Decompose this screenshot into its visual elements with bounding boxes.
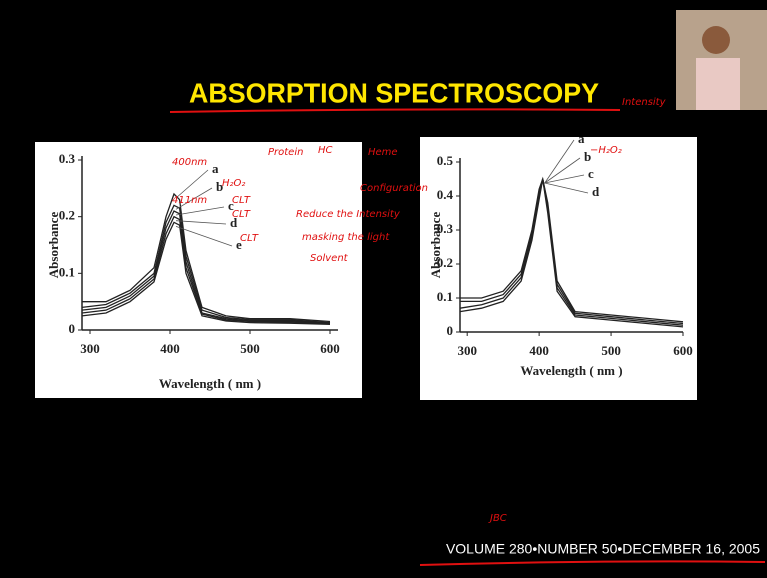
- y-tick-label: 0.2: [59, 208, 75, 223]
- curve-label: c: [588, 166, 594, 181]
- y-axis-label: Absorbance: [428, 212, 443, 279]
- x-tick-label: 400: [529, 343, 549, 358]
- handwritten-note: CLT: [232, 209, 251, 220]
- handwritten-note: CLT: [232, 195, 251, 206]
- handwritten-note: 400nm: [172, 157, 207, 168]
- handwritten-note: H₂O₂: [222, 178, 245, 189]
- x-axis-label: Wavelength ( nm ): [520, 363, 622, 378]
- handwritten-note: Protein: [268, 147, 303, 158]
- handwritten-note: −H₂O₂: [590, 145, 622, 156]
- x-tick-label: 600: [320, 341, 340, 356]
- x-axis-label: Wavelength ( nm ): [159, 376, 261, 391]
- x-tick-label: 500: [601, 343, 621, 358]
- y-tick-label: 0: [447, 323, 454, 338]
- x-tick-label: 400: [160, 341, 180, 356]
- y-tick-label: 0.1: [59, 264, 75, 279]
- x-tick-label: 300: [80, 341, 100, 356]
- y-tick-label: 0.5: [437, 153, 454, 168]
- x-tick-label: 600: [673, 343, 693, 358]
- curve-label: a: [578, 131, 585, 146]
- slide-title: ABSORPTION SPECTROSCOPY: [189, 77, 599, 108]
- y-axis-label: Absorbance: [46, 212, 61, 279]
- chart-panel: [35, 142, 362, 398]
- citation: VOLUME 280•NUMBER 50•DECEMBER 16, 2005: [446, 541, 760, 557]
- handwritten-note: 411nm: [172, 195, 207, 206]
- chart-panel: [420, 137, 697, 400]
- handwritten-note: Reduce the Intensity: [296, 209, 401, 220]
- handwritten-note: JBC: [488, 513, 507, 524]
- x-tick-label: 500: [240, 341, 260, 356]
- y-tick-label: 0.4: [437, 187, 454, 202]
- handwritten-note: Solvent: [310, 253, 349, 264]
- handwritten-note: masking the light: [302, 232, 390, 243]
- page: ABSORPTION SPECTROSCOPY VOLUME 280•NUMBE…: [0, 0, 767, 578]
- y-tick-label: 0.3: [59, 151, 76, 166]
- handwritten-note: CLT: [240, 233, 259, 244]
- handwritten-note: Intensity: [622, 97, 667, 108]
- y-tick-label: 0.1: [437, 289, 453, 304]
- x-tick-label: 300: [457, 343, 477, 358]
- curve-label: a: [212, 161, 219, 176]
- y-tick-label: 0: [69, 321, 76, 336]
- curve-label: d: [592, 184, 600, 199]
- presenter-head: [702, 26, 730, 54]
- slide: ABSORPTION SPECTROSCOPY VOLUME 280•NUMBE…: [0, 0, 767, 578]
- handwritten-note: Configuration: [360, 183, 428, 194]
- handwritten-note: HC: [318, 145, 333, 156]
- handwritten-note: Heme: [368, 147, 398, 158]
- presenter-shirt: [696, 58, 740, 110]
